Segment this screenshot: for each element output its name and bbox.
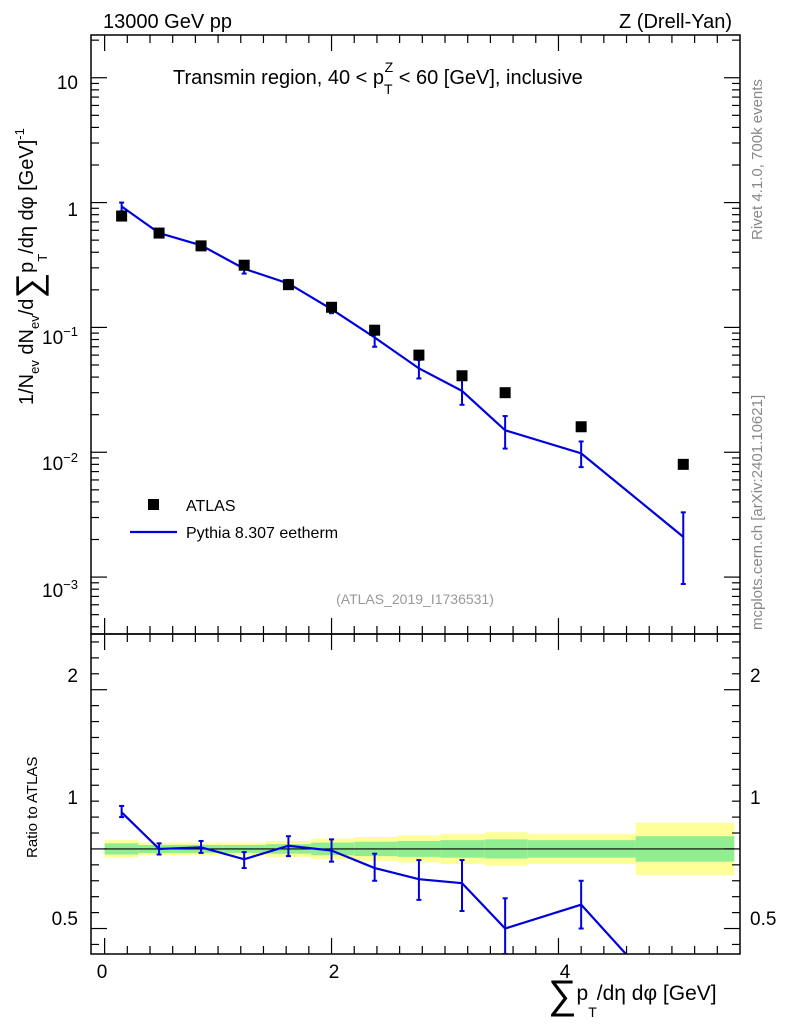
x-tick-labels: 0 2 4 bbox=[97, 962, 571, 983]
atlas-point-2 bbox=[195, 240, 207, 252]
main-y-axis-label: 1/Nev dNev/d∑pT/dη dφ [GeV]-1 bbox=[8, 128, 50, 405]
ratio-curve bbox=[120, 811, 628, 954]
ratio-tick-label-2-right: 2 bbox=[750, 666, 761, 687]
main-series bbox=[116, 201, 689, 586]
ratio-tick-label-05-left: 0.5 bbox=[52, 909, 78, 930]
atlas-point-3 bbox=[238, 259, 250, 271]
x-axis-label: ∑pT/dη dφ [GeV] bbox=[548, 973, 717, 1020]
main-y-tick-labels: 10−3 10−2 10−1 1 10 bbox=[42, 73, 78, 602]
x-tick-label-4: 4 bbox=[560, 962, 571, 983]
x-tick-label-2: 2 bbox=[329, 962, 340, 983]
ratio-tick-label-2-left: 2 bbox=[67, 666, 78, 687]
ratio-tick-label-05-right: 0.5 bbox=[750, 909, 776, 930]
atlas-point-11 bbox=[677, 458, 689, 470]
y-tick-label-10: 10 bbox=[57, 73, 78, 94]
atlas-point-4 bbox=[282, 279, 294, 291]
atlas-point-8 bbox=[456, 370, 468, 382]
legend-mc-label: Pythia 8.307 eetherm bbox=[186, 525, 338, 542]
ratio-y-axis-label: Ratio to ATLAS bbox=[24, 757, 41, 858]
header-right: Z (Drell-Yan) bbox=[619, 11, 732, 33]
legend-atlas-label: ATLAS bbox=[186, 498, 236, 515]
atlas-point-1 bbox=[153, 227, 165, 239]
atlas-point-5 bbox=[326, 301, 338, 313]
atlas-point-10 bbox=[575, 421, 587, 433]
main-title: Transmin region, 40 < pTZ < 60 [GeV], in… bbox=[173, 59, 583, 97]
ratio-y-tick-labels: 2 1 0.5 2 1 0.5 bbox=[52, 666, 777, 930]
atlas-point-9 bbox=[499, 387, 511, 399]
legend-atlas-marker bbox=[148, 499, 159, 510]
rivet-label: Rivet 4.1.0, 700k events bbox=[749, 79, 766, 240]
ratio-plot-frame bbox=[90, 633, 741, 955]
analysis-watermark: (ATLAS_2019_I1736531) bbox=[336, 591, 494, 607]
ratio-series bbox=[119, 804, 628, 954]
mc-curve bbox=[120, 205, 684, 538]
ratio-tick-label-1-right: 1 bbox=[750, 788, 761, 809]
y-tick-label-1: 1 bbox=[67, 200, 78, 221]
y-tick-label-1e-2: 10−2 bbox=[42, 450, 78, 475]
ratio-tick-label-1-left: 1 bbox=[67, 788, 78, 809]
atlas-point-6 bbox=[369, 324, 381, 336]
main-plot-frame bbox=[90, 34, 741, 635]
header-left: 13000 GeV pp bbox=[103, 11, 232, 33]
y-tick-label-1e-3: 10−3 bbox=[42, 577, 78, 602]
mcplots-label: mcplots.cern.ch [arXiv:2401.10621] bbox=[749, 395, 766, 630]
atlas-point-0 bbox=[116, 210, 128, 222]
axis-ticks bbox=[91, 35, 740, 954]
y-tick-label-1e-1: 10−1 bbox=[42, 324, 78, 349]
legend: ATLAS Pythia 8.307 eetherm bbox=[130, 498, 338, 542]
atlas-point-7 bbox=[413, 349, 425, 361]
x-tick-label-0: 0 bbox=[97, 962, 108, 983]
